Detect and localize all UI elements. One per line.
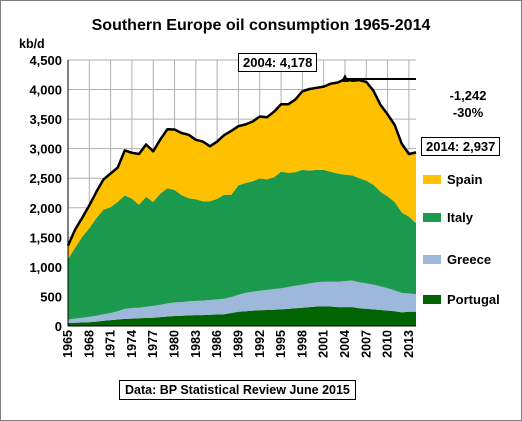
- area-greece: [68, 280, 416, 323]
- x-tick-label: 1995: [274, 330, 288, 358]
- y-tick-label: 500: [40, 289, 62, 304]
- y-tick-label: 4,000: [29, 83, 62, 98]
- change-absolute: -1,242: [449, 88, 487, 103]
- x-tick-label: 1980: [168, 330, 182, 358]
- y-tick-label: 2,500: [29, 171, 62, 186]
- source-note: Data: BP Statistical Review June 2015: [119, 380, 356, 400]
- total-line: [66, 77, 417, 247]
- peak-marker: [340, 74, 349, 83]
- y-tick-label: 2,000: [29, 201, 62, 216]
- peak-label: 2004: 4,178: [238, 53, 318, 72]
- x-tick-label: 1965: [61, 330, 75, 358]
- x-tick-label: 1986: [210, 330, 224, 358]
- legend-swatch-greece: [423, 255, 441, 264]
- x-tick-label: 2010: [381, 330, 395, 358]
- x-tick-label: 2007: [359, 330, 373, 358]
- change-percent: -30%: [452, 105, 484, 120]
- y-tick-label: 3,000: [29, 142, 62, 157]
- x-tick-label: 2001: [317, 330, 331, 358]
- y-tick-label: 1,500: [29, 230, 62, 245]
- end-label: 2014: 2,937: [421, 137, 501, 156]
- legend-swatch-spain: [423, 175, 441, 184]
- area-italy: [68, 169, 416, 320]
- x-tick-label: 1971: [104, 330, 118, 358]
- area-spain: [68, 79, 416, 260]
- legend-label-spain: Spain: [447, 172, 483, 187]
- y-tick-label: 3,500: [29, 112, 62, 127]
- y-tick-label: 0: [55, 319, 62, 334]
- x-tick-label: 1983: [189, 330, 203, 358]
- y-tick-label: 4,500: [29, 53, 62, 68]
- legend-swatch-italy: [423, 213, 441, 222]
- x-tick-label: 2013: [402, 330, 416, 358]
- legend-label-portugal: Portugal: [447, 292, 500, 307]
- y-tick-label: 1,000: [29, 260, 62, 275]
- legend-label-italy: Italy: [447, 210, 474, 225]
- x-tick-label: 1968: [82, 330, 96, 358]
- chart-title: Southern Europe oil consumption 1965-201…: [91, 17, 431, 34]
- area-portugal: [68, 306, 416, 326]
- x-tick-label: 1998: [295, 330, 309, 358]
- y-axis-unit: kb/d: [19, 37, 45, 51]
- x-tick-label: 1992: [253, 330, 267, 358]
- x-tick-label: 1989: [231, 330, 245, 358]
- x-tick-label: 1977: [146, 330, 160, 358]
- x-tick-label: 2004: [338, 330, 352, 358]
- legend-swatch-portugal: [423, 295, 441, 304]
- legend-label-greece: Greece: [447, 252, 492, 267]
- x-tick-label: 1974: [125, 330, 139, 358]
- change-annotation: -1,242 -30%: [430, 87, 506, 121]
